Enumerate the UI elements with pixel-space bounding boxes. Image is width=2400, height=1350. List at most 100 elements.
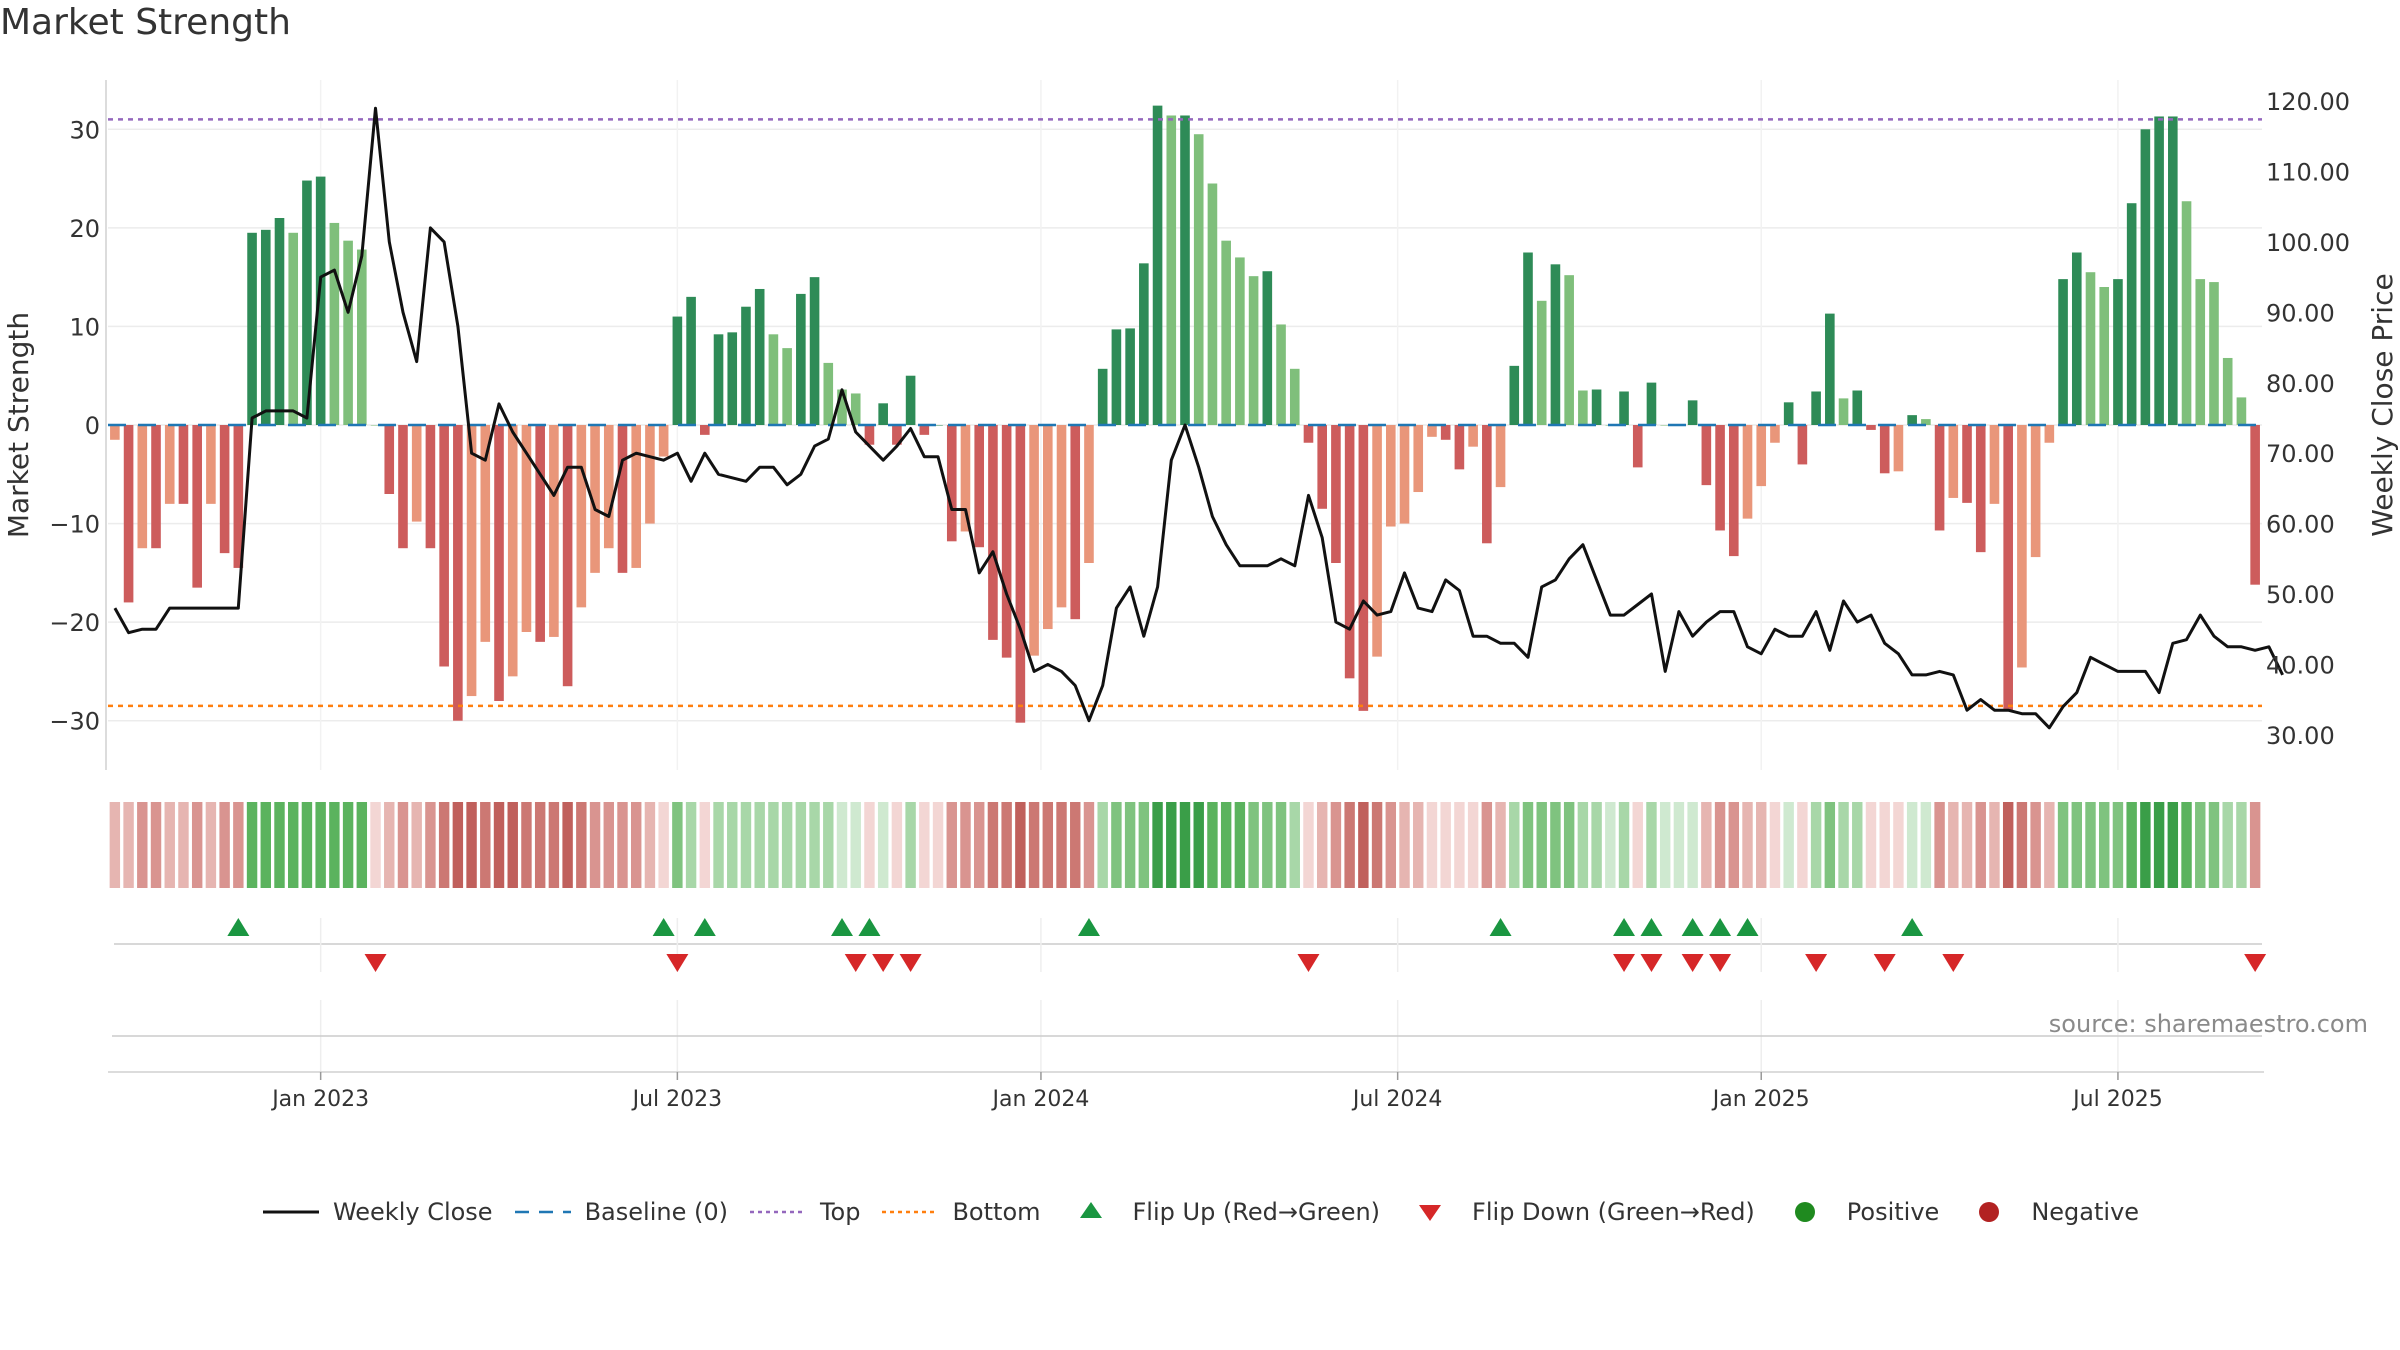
strength-bar — [137, 425, 148, 549]
heat-cell — [2057, 802, 2069, 888]
strength-bar — [260, 229, 271, 425]
strength-bar — [274, 218, 285, 425]
strength-bar — [1660, 425, 1670, 426]
heat-cell — [1124, 802, 1136, 888]
strength-bar — [1427, 425, 1437, 437]
strength-bar — [453, 425, 463, 721]
heat-cell — [836, 802, 848, 888]
heat-cell — [178, 802, 189, 888]
heat-cell — [727, 802, 738, 888]
legend-label: Negative — [2031, 1198, 2140, 1226]
y2-tick-label: 120.00 — [2266, 88, 2350, 116]
heat-cell — [1563, 802, 1575, 888]
heat-cell — [2195, 802, 2206, 888]
legend-swatch-positive — [1794, 1202, 1815, 1222]
heat-cell — [1399, 802, 1410, 888]
heat-cell — [1769, 802, 1781, 888]
heat-cell — [1550, 802, 1561, 888]
heat-cell — [630, 802, 642, 888]
strength-bar — [631, 425, 642, 568]
strength-bar — [315, 176, 326, 425]
strength-bar — [823, 362, 834, 425]
heat-cell — [1454, 802, 1465, 888]
strength-bar — [933, 425, 943, 426]
strength-bar — [1921, 419, 1931, 425]
strength-bar — [2195, 279, 2206, 425]
heat-cell — [137, 802, 148, 888]
strength-bar — [1619, 391, 1629, 425]
reference-lines — [108, 118, 2262, 708]
x-axis: Jan 2023 Jul 2023 Jan 2024 Jul 2024 Jan 2025… — [108, 1000, 2264, 1112]
heat-cell — [1385, 802, 1397, 888]
strength-bar — [960, 425, 971, 532]
heat-cell — [781, 802, 793, 888]
heat-cell — [1906, 802, 1918, 888]
heat-cell — [891, 802, 903, 888]
strength-bar — [562, 425, 573, 687]
flip-down-marker — [1942, 954, 1965, 972]
heat-cell — [1275, 802, 1287, 888]
source-note: source: sharemaestro.com — [2048, 1010, 2368, 1038]
chart-title: Market Strength — [0, 2, 291, 43]
strength-bar — [480, 425, 491, 642]
legend-item-close: Weekly Close — [261, 1198, 493, 1226]
strength-bar — [1262, 271, 1273, 425]
legend-item-bottom: Bottom — [880, 1198, 1041, 1226]
heat-cell — [2126, 802, 2137, 888]
heat-cell — [946, 802, 957, 888]
heat-cell — [438, 802, 450, 888]
strength-bar — [357, 249, 367, 425]
heat-cell — [1193, 802, 1204, 888]
flip-up-marker — [227, 918, 250, 936]
heat-cell — [1659, 802, 1671, 888]
strength-bar — [206, 425, 216, 504]
strength-bar — [1756, 425, 1767, 487]
strength-bar — [1276, 324, 1286, 425]
legend-item-baseline: Baseline (0) — [513, 1198, 728, 1226]
strength-bar — [219, 425, 230, 554]
heat-cell — [1262, 802, 1273, 888]
strength-bar — [1029, 425, 1039, 656]
heat-cell — [1961, 802, 1973, 888]
strength-bar — [494, 425, 504, 701]
flip-down-marker — [1613, 954, 1636, 972]
heat-cell — [1495, 802, 1506, 888]
legend-label: Weekly Close — [332, 1198, 493, 1226]
strength-bar — [2140, 129, 2151, 426]
flip-down-marker — [1640, 954, 1663, 972]
strength-bar — [1550, 264, 1561, 425]
strength-bar — [1166, 115, 1177, 425]
strength-bar — [1728, 425, 1739, 557]
strength-bar — [2236, 397, 2247, 425]
heat-cell — [1797, 802, 1808, 888]
flip-down-marker — [364, 954, 387, 972]
heat-cell — [2112, 802, 2124, 888]
legend: Weekly Close Baseline (0) Top Bottom Flip Up… — [0, 1198, 2400, 1226]
heat-cell — [1522, 802, 1534, 888]
strength-bar — [1797, 425, 1808, 465]
x-tick-label: Jul 2025 — [2071, 1087, 2163, 1112]
heat-cell — [1316, 802, 1328, 888]
flip-down-marker — [666, 954, 689, 972]
heat-cell — [1714, 802, 1726, 888]
heat-cell — [246, 802, 258, 888]
strength-bar — [1015, 425, 1026, 723]
heat-cell — [1152, 802, 1163, 888]
legend-item-negative: Negative — [1959, 1198, 2139, 1226]
strength-bar — [1043, 425, 1053, 630]
flip-down-marker — [844, 954, 867, 972]
strength-bar — [288, 232, 299, 425]
strength-bar — [151, 425, 161, 549]
strength-bar — [1125, 328, 1135, 425]
heat-cell — [2044, 802, 2055, 888]
heat-cell — [617, 802, 628, 888]
y2-tick-label: 100.00 — [2266, 229, 2350, 257]
legend-item-positive: Positive — [1775, 1198, 1939, 1226]
strength-bar — [603, 425, 614, 549]
strength-bar — [1482, 425, 1492, 544]
heat-cell — [315, 802, 326, 888]
flip-up-marker — [1077, 918, 1100, 936]
strength-bar — [1783, 402, 1794, 425]
weekly-close-line — [113, 106, 2284, 730]
heat-cell — [1056, 802, 1067, 888]
